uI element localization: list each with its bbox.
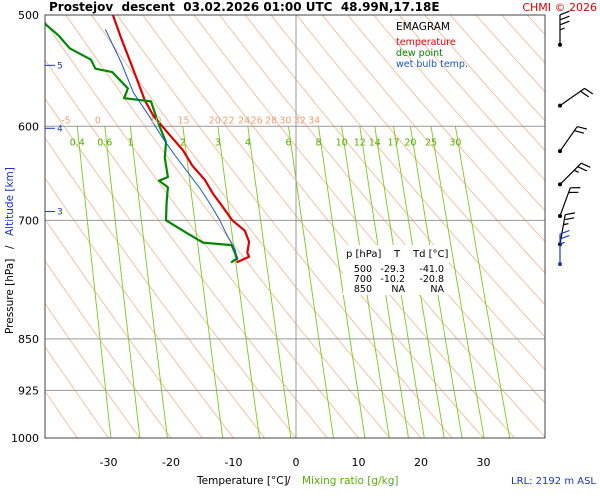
- mixing-ratio-label: 8: [315, 137, 321, 148]
- theta-label: 0: [95, 115, 101, 126]
- mixing-ratio-label: 25: [425, 137, 437, 148]
- theta-label: 32: [294, 115, 306, 126]
- mixing-ratio-label: 0.4: [70, 137, 85, 148]
- altitude-tick-label: 4: [57, 124, 63, 134]
- altitude-tick-label: 5: [57, 61, 63, 71]
- mixing-ratio-label: 3: [215, 137, 221, 148]
- y-axis-label-altitude: Altitude [km]: [4, 167, 16, 236]
- theta-label: 26: [251, 115, 263, 126]
- legend-item-wet-bulb: wet bulb temp.: [396, 59, 468, 70]
- x-axis-label-separator: /: [287, 475, 291, 487]
- legend-item-temperature: temperature: [396, 37, 456, 48]
- theta-label: 30: [279, 115, 291, 126]
- footer-lrl: LRL: 2192 m ASL: [511, 476, 596, 487]
- pressure-tick-label: 500: [18, 9, 39, 22]
- mixing-ratio-label: 17: [387, 137, 399, 148]
- x-axis-label-mixing-ratio: Mixing ratio [g/kg]: [302, 475, 398, 487]
- x-axis-label-temperature: Temperature [°C]: [196, 475, 288, 487]
- y-axis-label-separator: /: [4, 245, 16, 249]
- theta-label: 20: [209, 115, 221, 126]
- mixing-ratio-label: 6: [285, 137, 291, 148]
- table-cell: 850: [354, 284, 372, 295]
- temperature-tick-label: 30: [477, 456, 491, 469]
- mixing-ratio-label: 10: [336, 137, 348, 148]
- temperature-tick-label: -30: [100, 456, 118, 469]
- table-cell: NA: [391, 284, 405, 295]
- table-cell: NA: [430, 284, 444, 295]
- table-header-pressure: p [hPa]: [346, 249, 381, 260]
- mixing-ratio-label: 20: [404, 137, 416, 148]
- theta-label: 15: [177, 115, 189, 126]
- pressure-tick-label: 925: [18, 384, 39, 397]
- pressure-tick-label: 1000: [11, 432, 39, 445]
- table-header-temperature: T: [393, 249, 401, 260]
- mixing-ratio-label: 2: [180, 137, 186, 148]
- mixing-ratio-label: 14: [369, 137, 381, 148]
- theta-label: 10: [149, 115, 161, 126]
- theta-label: 24: [238, 115, 250, 126]
- mixing-ratio-label: 12: [354, 137, 366, 148]
- temperature-tick-label: 20: [414, 456, 428, 469]
- temperature-tick-label: 0: [293, 456, 300, 469]
- altitude-tick-label: 3: [57, 208, 63, 218]
- mixing-ratio-label: 0.6: [97, 137, 112, 148]
- temperature-tick-label: -10: [225, 456, 243, 469]
- temperature-tick-label: 10: [352, 456, 366, 469]
- temperature-tick-label: -20: [162, 456, 180, 469]
- theta-label: 34: [308, 115, 320, 126]
- pressure-tick-label: 600: [18, 120, 39, 133]
- mixing-ratio-label: 1: [127, 137, 133, 148]
- mixing-ratio-label: 30: [449, 137, 461, 148]
- pressure-tick-label: 700: [18, 214, 39, 227]
- pressure-tick-label: 850: [18, 333, 39, 346]
- chart-title: Prostejov descent 03.02.2026 01:00 UTC 4…: [49, 0, 440, 14]
- legend-item-dew-point: dew point: [396, 48, 443, 59]
- mixing-ratio-label: 4: [245, 137, 251, 148]
- legend-title: EMAGRAM: [396, 21, 450, 33]
- data-table: p [hPa] T Td [°C] 500 -29.3 -41.0 700 -1…: [343, 245, 449, 295]
- theta-label: 22: [222, 115, 234, 126]
- copyright-label: CHMI © 2026: [522, 1, 597, 14]
- theta-label: 28: [265, 115, 277, 126]
- y-axis-label-pressure: Pressure [hPa]: [4, 259, 16, 334]
- table-header-dewpoint: Td [°C]: [412, 249, 449, 260]
